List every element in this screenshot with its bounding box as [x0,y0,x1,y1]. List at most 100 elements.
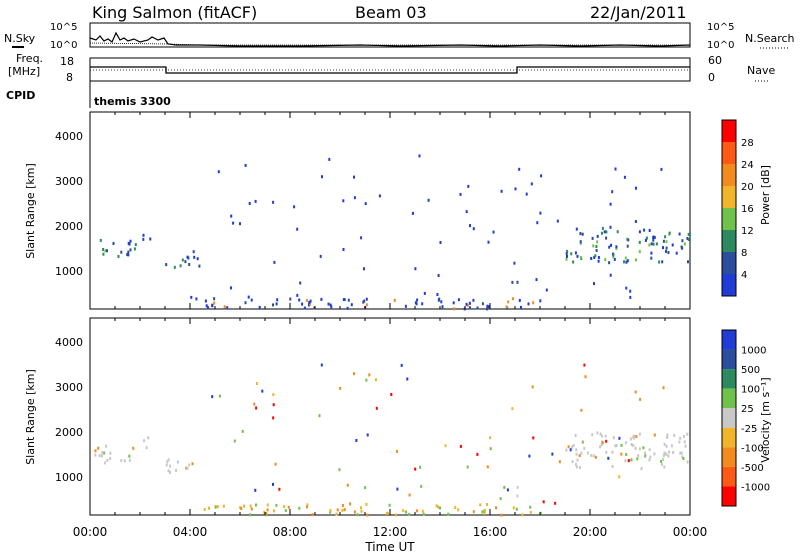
scatter-cell [97,446,100,450]
scatter-cell [675,251,678,255]
xtick-0000: 00:00 [73,525,108,539]
scatter-cell [105,444,108,448]
scatter-cell [421,509,424,513]
scatter-cell [469,224,471,228]
scatter-cell [187,256,190,260]
scatter-cell [581,232,584,236]
scatter-cell [278,487,281,491]
scatter-cell [614,444,617,448]
scatter-cell [612,436,615,440]
scatter-cell [503,485,506,489]
scatter-cell [395,449,398,453]
colorbar-swatch [722,388,736,409]
scatter-cell [579,241,582,245]
power-ytick-4000: 4000 [55,130,83,143]
scatter-cell [583,446,586,450]
scatter-cell [402,509,405,513]
scatter-cell [586,451,589,455]
scatter-cell [439,506,441,510]
scatter-cell [539,299,542,303]
scatter-cell [341,504,344,507]
scatter-cell [638,240,641,244]
scatter-cell [592,244,595,248]
scatter-cell [486,304,489,308]
scatter-cell [511,407,514,411]
scatter-cell [660,462,663,466]
scatter-cell [620,452,623,456]
scatter-cell [363,267,365,271]
scatter-cell [597,256,600,259]
scatter-cell [535,278,538,282]
scatter-cell [342,248,345,251]
freq-tick-high: 18 [60,55,74,68]
scatter-cell [479,503,482,507]
scatter-cell [127,253,130,257]
scatter-cell [127,250,130,254]
scatter-cell [627,238,630,242]
scatter-cell [663,465,666,469]
scatter-cell [142,233,145,237]
scatter-cell [185,466,188,470]
scatter-cell [368,373,371,377]
scatter-cell [624,441,627,445]
scatter-cell [390,393,393,396]
scatter-cell [102,248,105,251]
colorbar-swatch [722,466,736,487]
scatter-cell [648,458,651,462]
scatter-cell [639,397,642,401]
scatter-cell [188,263,191,266]
scatter-cell [467,184,470,188]
scatter-cell [608,245,611,249]
scatter-cell [365,378,368,382]
scatter-cell [565,252,568,256]
scatter-cell [309,299,312,303]
scatter-cell [680,245,683,249]
scatter-cell [120,459,123,462]
scatter-cell [254,199,257,203]
scatter-cell [686,460,689,464]
scatter-cell [616,230,619,234]
scatter-cell [343,508,346,512]
scatter-cell [624,256,627,260]
scatter-cell [457,508,460,512]
xtick-2400: 00:00 [673,525,708,539]
power-colorbar-label: Power [dB] [759,165,772,225]
scatter-cell [120,250,123,254]
scatter-cell [665,249,667,253]
scatter-cell [679,436,682,440]
scatter-cell [272,403,275,407]
scatter-cell [481,302,484,306]
scatter-cell [388,503,391,507]
scatter-cell [329,510,332,514]
scatter-cell [665,452,668,456]
scatter-cell [486,307,489,311]
scatter-cell [203,508,206,511]
scatter-cell [599,432,602,436]
scatter-cell [515,507,518,511]
scatter-cell [241,429,244,433]
scatter-cell [600,443,603,447]
scatter-cell [650,256,653,260]
scatter-cell [652,238,655,242]
scatter-cell [605,439,608,443]
scatter-cell [528,454,531,458]
scatter-cell [311,513,314,517]
scatter-cell [532,436,535,440]
scatter-cell [223,305,226,309]
scatter-cell [298,506,301,510]
scatter-cell [625,260,628,264]
scatter-cell [441,305,444,309]
scatter-cell [240,507,243,510]
scatter-cell [226,306,229,310]
scatter-cell [578,454,581,458]
scatter-cell [668,231,671,235]
scatter-cell [667,251,670,254]
scatter-cell [211,395,214,399]
scatter-cell [505,305,508,309]
scatter-cell [532,301,535,305]
scatter-cell [518,298,521,302]
scatter-cell [584,375,587,379]
scatter-cell [128,454,131,458]
scatter-cell [571,445,574,449]
scatter-cell [687,238,690,241]
